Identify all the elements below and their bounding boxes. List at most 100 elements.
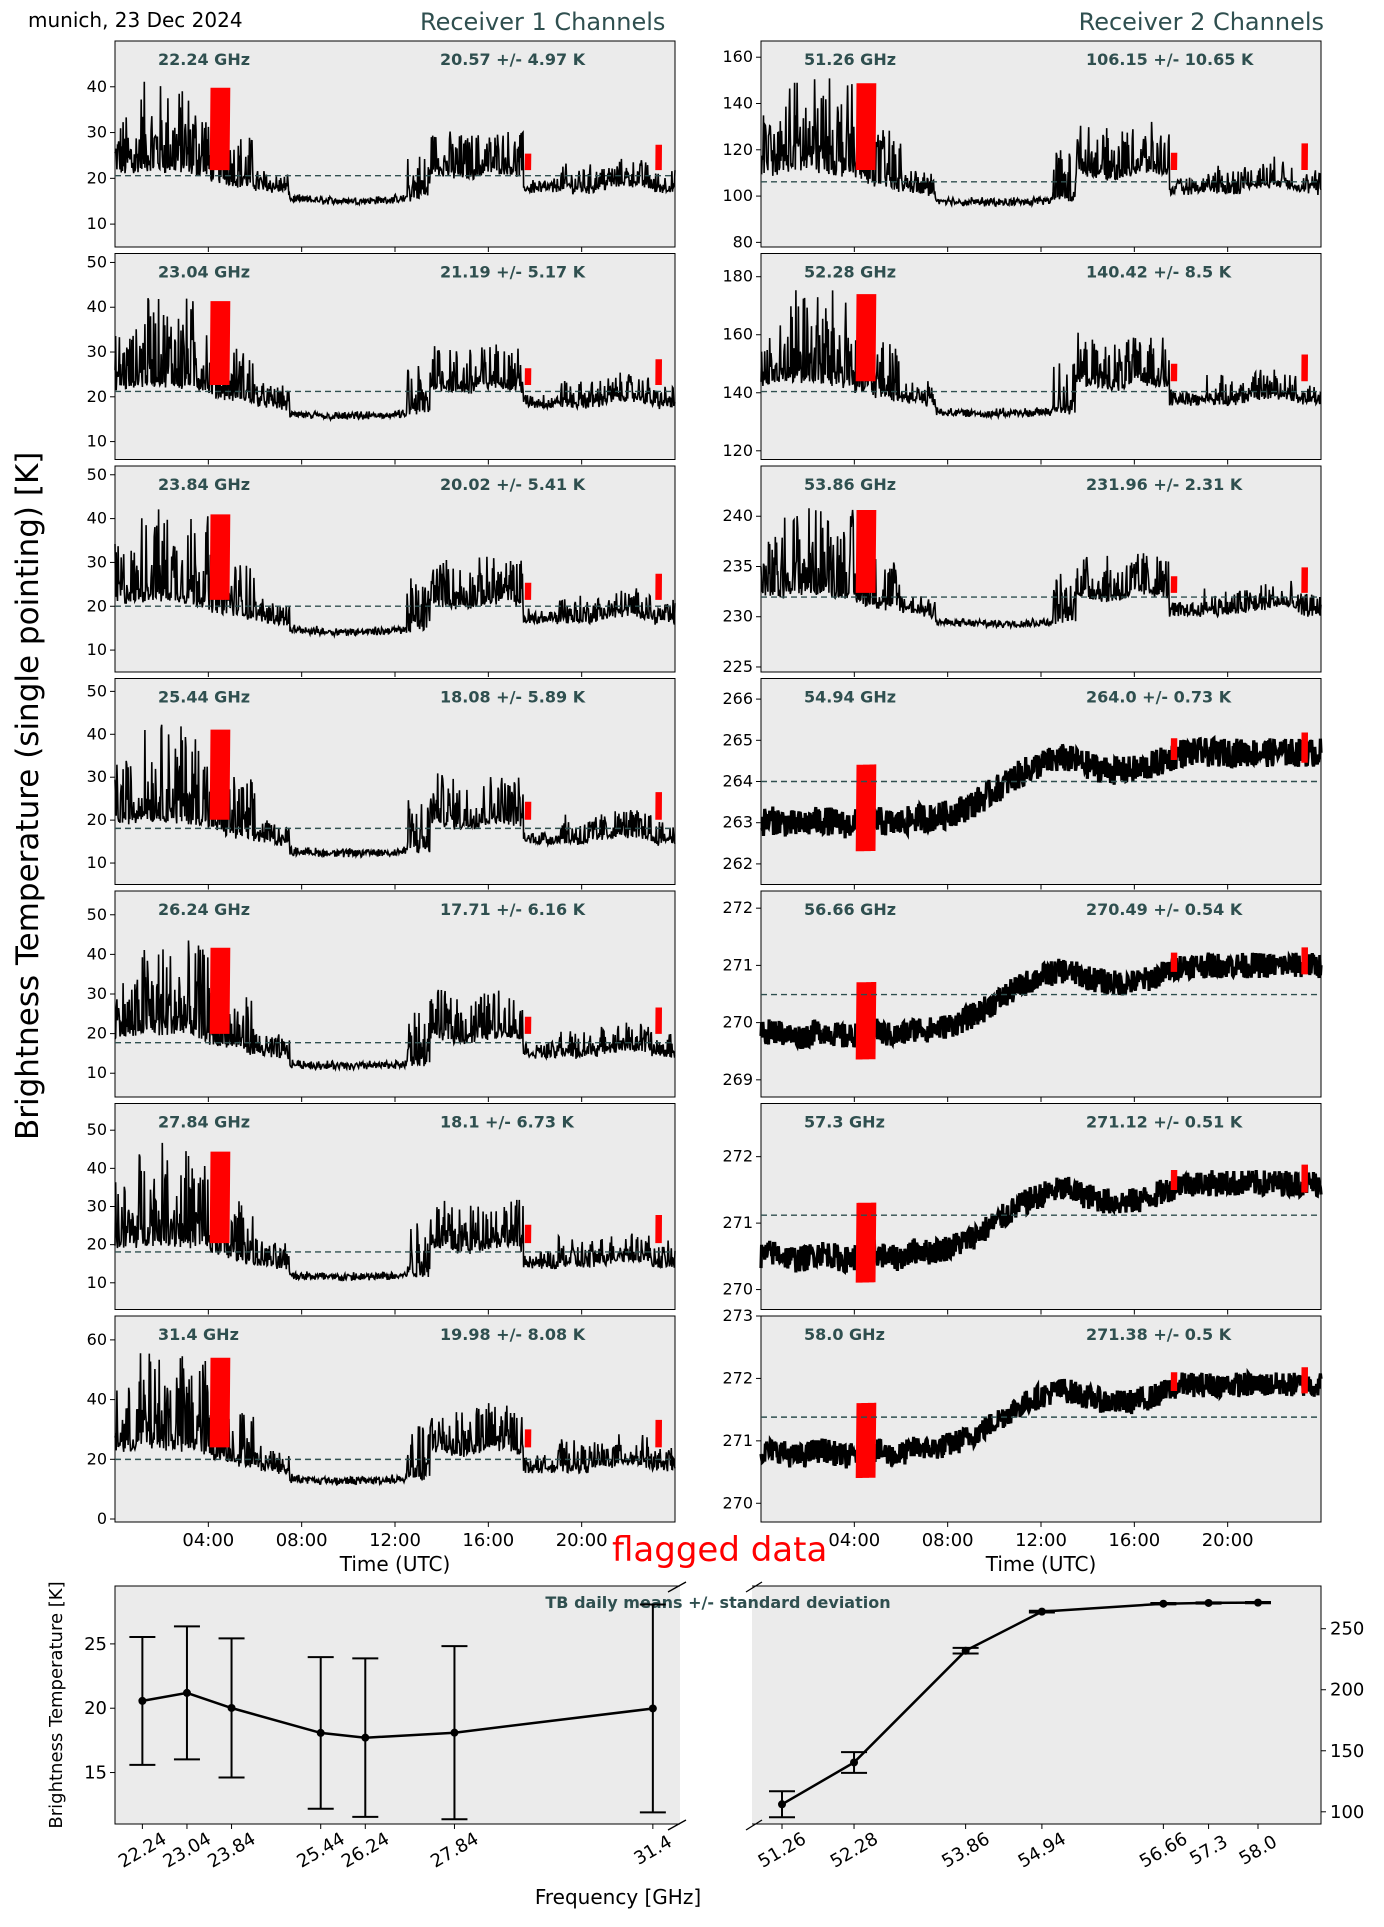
flagged-segment	[1301, 1164, 1308, 1193]
mean-point	[1254, 1598, 1262, 1607]
y-tick-label-right: 150	[1330, 1741, 1364, 1762]
y-tick-label: 272	[722, 1368, 753, 1387]
flagged-segment	[1301, 1367, 1308, 1394]
y-tick-label: 50	[87, 252, 107, 271]
x-tick-label: 23.04	[160, 1828, 215, 1872]
y-tick-label: 270	[722, 1493, 753, 1512]
channel-stats: 20.57 +/- 4.97 K	[440, 50, 586, 69]
y-tick-label: 271	[722, 955, 753, 974]
channel-stats: 140.42 +/- 8.5 K	[1086, 263, 1232, 282]
x-tick-label: 56.66	[1136, 1828, 1191, 1872]
summary-y-label: Brightness Temperature [K]	[46, 1581, 67, 1828]
flagged-segment	[1301, 354, 1308, 382]
channel-stats: 271.38 +/- 0.5 K	[1086, 1325, 1232, 1344]
y-tick-label: 20	[87, 1235, 107, 1254]
flagged-segment	[209, 1357, 231, 1448]
panel-25-44----: 10 20 30 40 50 25.44 GHz 18.08 +/- 5.89 K	[87, 678, 676, 890]
x-tick-label: 53.86	[938, 1828, 993, 1872]
x-tick-label: 04:00	[828, 1530, 880, 1551]
y-tick-label: 20	[87, 1449, 107, 1468]
data-trace	[759, 734, 1323, 840]
y-tick-label: 30	[87, 984, 107, 1003]
flagged-segment	[855, 83, 877, 171]
panel-51-26----: 80 100 120 140 160 51.26 GHz 106.15 +/- 10.65 …	[722, 40, 1322, 252]
channel-label: 51.26 GHz	[804, 50, 896, 69]
channel-stats: 271.12 +/- 0.51 K	[1086, 1113, 1243, 1132]
flagged-segment	[1170, 1169, 1178, 1191]
flagged-segment	[1170, 152, 1178, 171]
flagged-segment	[1301, 567, 1308, 593]
y-tick-label: 60	[87, 1330, 107, 1349]
flagged-segment	[524, 1016, 532, 1034]
x-tick-label: 20:00	[556, 1530, 608, 1551]
y-tick-label: 160	[722, 47, 753, 66]
data-trace	[760, 78, 1322, 208]
y-tick-label: 120	[722, 140, 753, 159]
x-tick-label: 25.44	[293, 1828, 348, 1872]
y-tick-label: 20	[87, 387, 107, 406]
panel-background	[760, 40, 1322, 248]
x-tick-label: 54.94	[1015, 1828, 1070, 1872]
flagged-segment	[655, 1007, 662, 1034]
data-trace	[759, 1367, 1323, 1469]
y-tick-label: 120	[722, 441, 753, 460]
y-tick-label: 10	[87, 853, 107, 872]
data-trace	[114, 1353, 676, 1487]
y-tick-label: 10	[87, 1063, 107, 1082]
y-tick-label: 40	[87, 1390, 107, 1409]
x-tick-label: 27.84	[427, 1828, 482, 1872]
panel-54-94----: 262 263 264 265 266 54.94 GHz 264.0 +/- 0.73 K	[722, 678, 1323, 890]
channel-label: 31.4 GHz	[158, 1325, 239, 1344]
channel-label: 25.44 GHz	[158, 688, 250, 707]
flagged-segment	[1170, 363, 1178, 382]
y-tick-label: 273	[722, 1306, 753, 1325]
y-tick-label: 25	[84, 1634, 107, 1655]
y-tick-label: 20	[84, 1698, 107, 1719]
y-tick-label: 40	[87, 724, 107, 743]
y-tick-label: 235	[722, 556, 753, 575]
y-tick-label: 40	[87, 509, 107, 528]
data-trace	[114, 509, 676, 639]
flagged-segment	[655, 1419, 662, 1448]
panel-52-28----: 120 140 160 180 52.28 GHz 140.42 +/- 8.5 K	[722, 253, 1322, 465]
y-tick-label: 270	[722, 1013, 753, 1032]
channel-stats: 20.02 +/- 5.41 K	[440, 475, 586, 494]
mean-point	[361, 1733, 370, 1742]
axis-break	[680, 1584, 752, 1826]
y-tick-label: 100	[722, 186, 753, 205]
x-tick-label: 51.26	[755, 1828, 810, 1872]
y-tick-label: 10	[87, 214, 107, 233]
flagged-segment	[1301, 143, 1308, 171]
y-tick-label-right: 100	[1330, 1802, 1364, 1823]
channel-label: 23.84 GHz	[158, 475, 250, 494]
data-trace	[114, 724, 676, 860]
receiver2-title: Receiver 2 Channels	[1078, 8, 1324, 36]
channel-stats: 264.0 +/- 0.73 K	[1086, 688, 1232, 707]
y-tick-label: 10	[87, 1273, 107, 1292]
flagged-segment	[855, 764, 877, 852]
y-tick-label: 270	[722, 1280, 753, 1299]
flagged-segment	[855, 294, 877, 382]
y-tick-label: 20	[87, 596, 107, 615]
panel-56-66----: 269 270 271 272 56.66 GHz 270.49 +/- 0.54 K	[722, 890, 1323, 1102]
break-mark	[667, 1581, 687, 1593]
data-trace	[114, 940, 676, 1072]
mean-point	[316, 1728, 325, 1737]
flagged-segment	[1170, 952, 1178, 972]
data-trace	[114, 297, 676, 423]
x-axis-label: Time (UTC)	[339, 1552, 451, 1576]
x-tick-label: 57.3	[1186, 1831, 1231, 1869]
flagged-segment	[1170, 1372, 1178, 1392]
channel-stats: 106.15 +/- 10.65 K	[1086, 50, 1254, 69]
y-tick-label: 50	[87, 681, 107, 700]
y-tick-label: 50	[87, 905, 107, 924]
channel-label: 23.04 GHz	[158, 263, 250, 282]
channel-label: 54.94 GHz	[804, 688, 896, 707]
mean-point	[1037, 1607, 1046, 1616]
channel-stats: 231.96 +/- 2.31 K	[1086, 475, 1243, 494]
y-tick-label: 230	[722, 607, 753, 626]
y-tick-label: 40	[87, 297, 107, 316]
flagged-data-label: flagged data	[612, 1530, 828, 1570]
mean-point	[138, 1696, 147, 1705]
mean-point	[450, 1728, 459, 1737]
